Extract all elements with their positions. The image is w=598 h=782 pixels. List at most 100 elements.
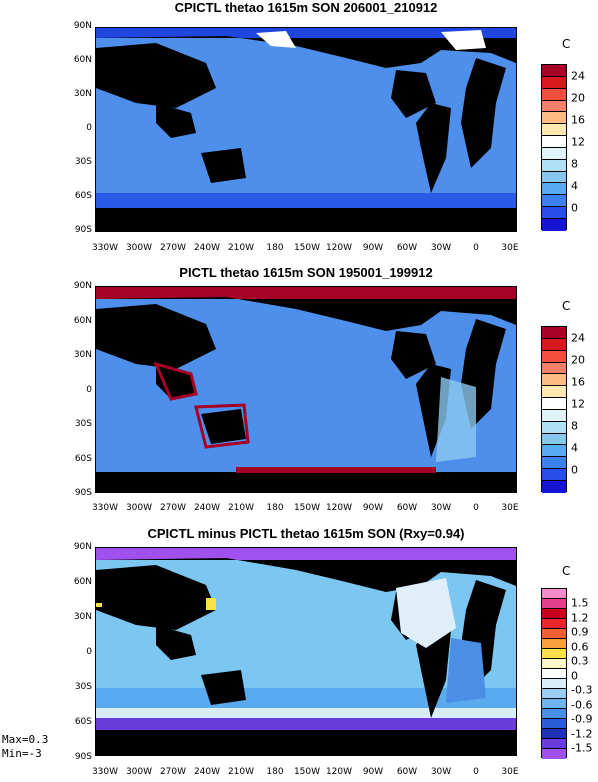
colorbar-swatch xyxy=(542,88,566,101)
colorbar-swatch xyxy=(542,421,566,434)
colorbar-swatch xyxy=(542,327,566,339)
panel-3-map xyxy=(95,547,517,756)
colorbar-label: 16 xyxy=(571,113,585,127)
lon-label: 330W xyxy=(91,503,119,513)
max-stat: Max=0.3 xyxy=(2,733,49,746)
colorbar-swatch xyxy=(542,480,566,493)
lon-label: 180 xyxy=(266,243,284,253)
lat-label: 90S xyxy=(74,225,92,235)
lat-label: 90S xyxy=(74,488,92,498)
lon-label: 150W xyxy=(293,243,321,253)
lat-label: 60S xyxy=(74,454,92,464)
colorbar-swatch xyxy=(542,599,566,609)
panel-2-map xyxy=(95,286,517,493)
colorbar-swatch xyxy=(542,739,566,749)
lon-label: 0 xyxy=(473,767,479,777)
colorbar-swatch xyxy=(542,374,566,387)
colorbar-swatch xyxy=(542,100,566,113)
colorbar-label: 24 xyxy=(571,69,585,83)
colorbar-label: 0 xyxy=(571,201,578,215)
lon-label: 270W xyxy=(159,243,187,253)
panel-3-map-svg xyxy=(96,548,516,755)
colorbar-label: -0.6 xyxy=(571,698,593,712)
lon-label: 30W xyxy=(430,767,452,777)
colorbar-swatch xyxy=(542,171,566,184)
colorbar-label: 1.5 xyxy=(571,596,589,610)
panel-1-title: CPICTL thetao 1615m SON 206001_210912 xyxy=(174,0,438,15)
colorbar-label: 16 xyxy=(571,375,585,389)
min-stat: Min=-3 xyxy=(2,747,42,760)
lon-label: 240W xyxy=(193,767,221,777)
colorbar-label: 0 xyxy=(571,669,578,683)
lat-label: 60N xyxy=(73,55,92,65)
lat-label: 30N xyxy=(73,350,92,360)
panel-3-colorbar xyxy=(541,588,567,759)
colorbar-swatch xyxy=(542,350,566,363)
lon-label: 150W xyxy=(293,503,321,513)
colorbar-swatch xyxy=(542,619,566,629)
colorbar-swatch xyxy=(542,218,566,231)
lat-label: 30N xyxy=(73,612,92,622)
lon-label: 30W xyxy=(430,243,452,253)
panel-2-title: PICTL thetao 1615m SON 195001_199912 xyxy=(179,265,433,280)
lat-label: 60S xyxy=(74,717,92,727)
colorbar-swatch xyxy=(542,147,566,160)
lon-label: 30E xyxy=(501,503,519,513)
colorbar-label: -1.5 xyxy=(571,741,593,755)
panel-1-unit: C xyxy=(562,37,571,51)
colorbar-swatch xyxy=(542,659,566,669)
lon-label: 270W xyxy=(159,767,187,777)
colorbar-swatch xyxy=(542,679,566,689)
colorbar-swatch xyxy=(542,112,566,125)
lon-label: 210W xyxy=(227,503,255,513)
lat-label: 0 xyxy=(86,123,92,133)
colorbar-swatch xyxy=(542,719,566,729)
lon-label: 60W xyxy=(396,503,418,513)
lon-label: 180 xyxy=(266,503,284,513)
colorbar-label: 0 xyxy=(571,463,578,477)
lat-label: 90N xyxy=(73,542,92,552)
colorbar-swatch xyxy=(542,699,566,709)
lon-label: 300W xyxy=(125,767,153,777)
lon-label: 240W xyxy=(193,243,221,253)
lon-label: 90W xyxy=(362,503,384,513)
colorbar-label: 20 xyxy=(571,353,585,367)
panel-2-unit: C xyxy=(562,299,571,313)
lon-label: 120W xyxy=(325,767,353,777)
colorbar-swatch xyxy=(542,124,566,137)
lon-label: 120W xyxy=(325,243,353,253)
colorbar-swatch xyxy=(542,136,566,148)
lon-label: 30E xyxy=(501,243,519,253)
lon-label: 60W xyxy=(396,243,418,253)
lat-label: 90N xyxy=(73,21,92,31)
colorbar-label: 4 xyxy=(571,441,578,455)
colorbar-swatch xyxy=(542,362,566,375)
colorbar-swatch xyxy=(542,445,566,458)
colorbar-swatch xyxy=(542,589,566,599)
colorbar-swatch xyxy=(542,709,566,719)
panel-2-colorbar xyxy=(541,326,567,493)
panel-1-map xyxy=(95,27,517,232)
panel-3-title: CPICTL minus PICTL thetao 1615m SON (Rxy… xyxy=(147,526,465,541)
colorbar-swatch xyxy=(542,457,566,470)
colorbar-label: 12 xyxy=(571,397,585,411)
colorbar-swatch xyxy=(542,729,566,739)
lon-label: 60W xyxy=(396,767,418,777)
colorbar-swatch xyxy=(542,386,566,399)
panel-3-unit: C xyxy=(562,564,571,578)
colorbar-swatch xyxy=(542,159,566,172)
lon-label: 210W xyxy=(227,243,255,253)
colorbar-swatch xyxy=(542,639,566,649)
colorbar-swatch xyxy=(542,669,566,679)
colorbar-swatch xyxy=(542,195,566,208)
lat-label: 0 xyxy=(86,647,92,657)
colorbar-label: -0.3 xyxy=(571,683,593,697)
lat-label: 60S xyxy=(74,191,92,201)
lon-label: 90W xyxy=(362,243,384,253)
colorbar-swatch xyxy=(542,689,566,699)
colorbar-swatch xyxy=(542,609,566,619)
colorbar-swatch xyxy=(542,183,566,196)
lat-label: 30N xyxy=(73,89,92,99)
lat-label: 60N xyxy=(73,577,92,587)
lon-label: 30W xyxy=(430,503,452,513)
